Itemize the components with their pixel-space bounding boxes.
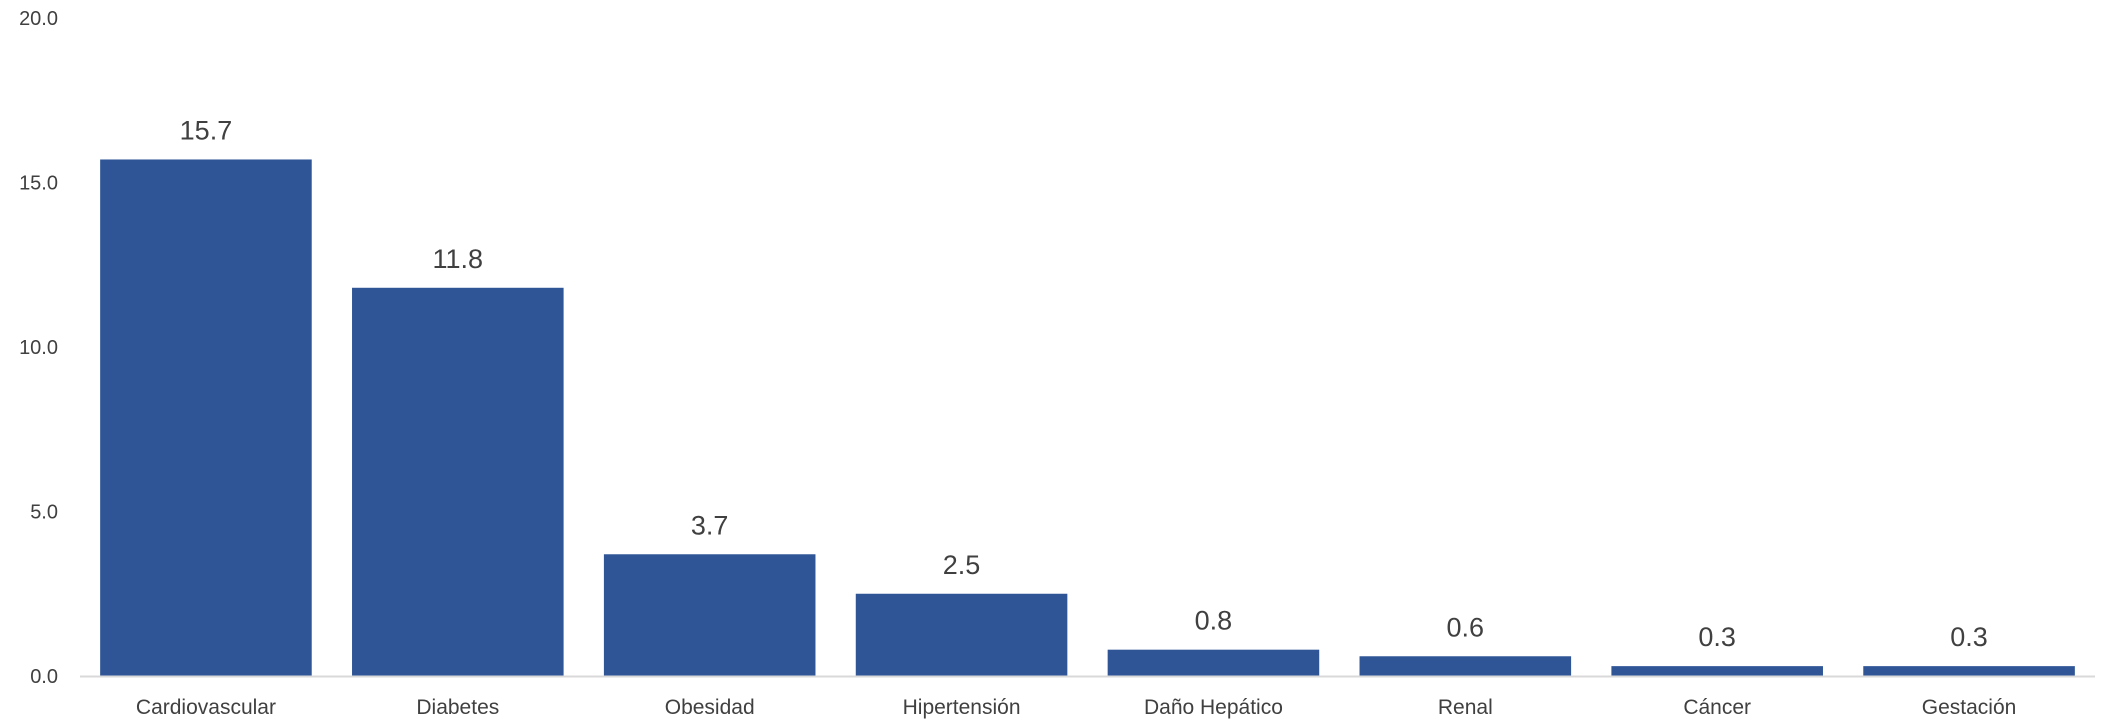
- x-tick-label: Cáncer: [1683, 696, 1751, 719]
- data-label: 15.7: [180, 115, 233, 145]
- data-label: 11.8: [433, 244, 484, 274]
- y-tick-label: 15.0: [19, 173, 58, 195]
- data-label: 3.7: [691, 510, 729, 540]
- x-tick-label: Daño Hepático: [1144, 696, 1283, 719]
- x-tick-label: Hipertensión: [903, 696, 1021, 719]
- data-label: 0.3: [1950, 622, 1988, 652]
- y-tick-label: 0.0: [30, 666, 58, 688]
- bar: [1863, 666, 2075, 676]
- bar: [352, 287, 564, 676]
- y-tick-label: 5.0: [30, 502, 58, 524]
- data-label: 0.3: [1698, 622, 1736, 652]
- bar: [100, 159, 312, 677]
- y-tick-label: 10.0: [19, 337, 58, 359]
- data-label: 0.8: [1195, 606, 1233, 636]
- bar: [1611, 666, 1823, 676]
- bar: [603, 554, 816, 676]
- y-axis: 0.0 5.0 10.0 15.0 20.0: [19, 8, 58, 688]
- x-tick-label: Renal: [1438, 696, 1493, 719]
- y-tick-label: 20.0: [19, 8, 58, 30]
- x-tick-label: Diabetes: [416, 696, 499, 719]
- data-label: 0.6: [1447, 612, 1485, 642]
- data-label: 2.5: [943, 550, 981, 580]
- bar: [855, 593, 1068, 676]
- bar: [1107, 649, 1320, 676]
- bar: [1359, 656, 1572, 676]
- bars-group: [100, 159, 2075, 677]
- data-labels-group: 15.7 11.8 3.7 2.5 0.8 0.6 0.3 0.3: [180, 115, 1988, 652]
- x-axis: Cardiovascular Diabetes Obesidad Hipertensi…: [136, 696, 2016, 719]
- x-tick-label: Obesidad: [665, 696, 755, 719]
- x-tick-label: Cardiovascular: [136, 696, 276, 719]
- x-tick-label: Gestación: [1922, 696, 2017, 719]
